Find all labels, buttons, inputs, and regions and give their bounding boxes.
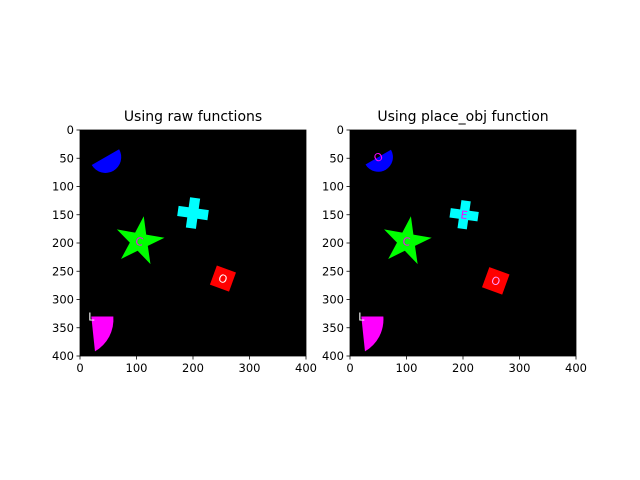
object-letter: L [88, 310, 95, 323]
half-disc-shape [91, 149, 122, 173]
object-letter: C [134, 235, 144, 249]
square-shape [482, 267, 510, 295]
object-letter: E [460, 208, 469, 222]
panel-raw-functions: Using raw functions COL 0 100 200 300 400050… [52, 109, 317, 375]
y-tick-label: 400 [322, 349, 344, 363]
y-tick-label: 400 [52, 349, 74, 363]
x-tick-label: 200 [182, 361, 204, 375]
x-tick-label: 300 [239, 361, 261, 375]
y-tick-label: 150 [52, 208, 74, 222]
image-background [80, 130, 306, 356]
cross-shape [177, 197, 209, 229]
object-letter: L [358, 310, 365, 323]
y-tick-label: 0 [337, 123, 344, 137]
x-tick-label: 0 [346, 361, 353, 375]
square-shape [209, 265, 236, 292]
quarter-disc-shape [361, 316, 384, 352]
y-tick-label: 350 [52, 321, 74, 335]
y-tick-label: 250 [52, 264, 74, 278]
panel-title: Using place_obj function [377, 109, 548, 125]
x-tick-label: 400 [295, 361, 317, 375]
y-tick-label: 300 [322, 293, 344, 307]
y-tick-label: 250 [322, 264, 344, 278]
y-tick-label: 50 [59, 151, 74, 165]
panel-title: Using raw functions [124, 109, 262, 125]
y-tick-label: 300 [52, 293, 74, 307]
y-tick-label: 100 [52, 180, 74, 194]
x-tick-label: 100 [126, 361, 148, 375]
x-tick-label: 100 [396, 361, 418, 375]
y-tick-label: 200 [52, 236, 74, 250]
quarter-disc-shape [91, 316, 114, 352]
star-shape [116, 216, 165, 265]
cross-shape [449, 200, 479, 230]
x-tick-label: 300 [509, 361, 531, 375]
object-letter: C [401, 235, 411, 249]
x-tick-label: 200 [452, 361, 474, 375]
y-tick-label: 150 [322, 208, 344, 222]
y-tick-label: 50 [329, 151, 344, 165]
x-tick-label: 400 [565, 361, 587, 375]
x-tick-label: 0 [76, 361, 83, 375]
half-disc-shape [365, 149, 393, 172]
y-tick-label: 100 [322, 180, 344, 194]
y-tick-label: 200 [322, 236, 344, 250]
y-tick-label: 350 [322, 321, 344, 335]
y-tick-label: 0 [67, 123, 74, 137]
star-shape [384, 216, 432, 265]
objects-layer: COL [88, 149, 236, 352]
